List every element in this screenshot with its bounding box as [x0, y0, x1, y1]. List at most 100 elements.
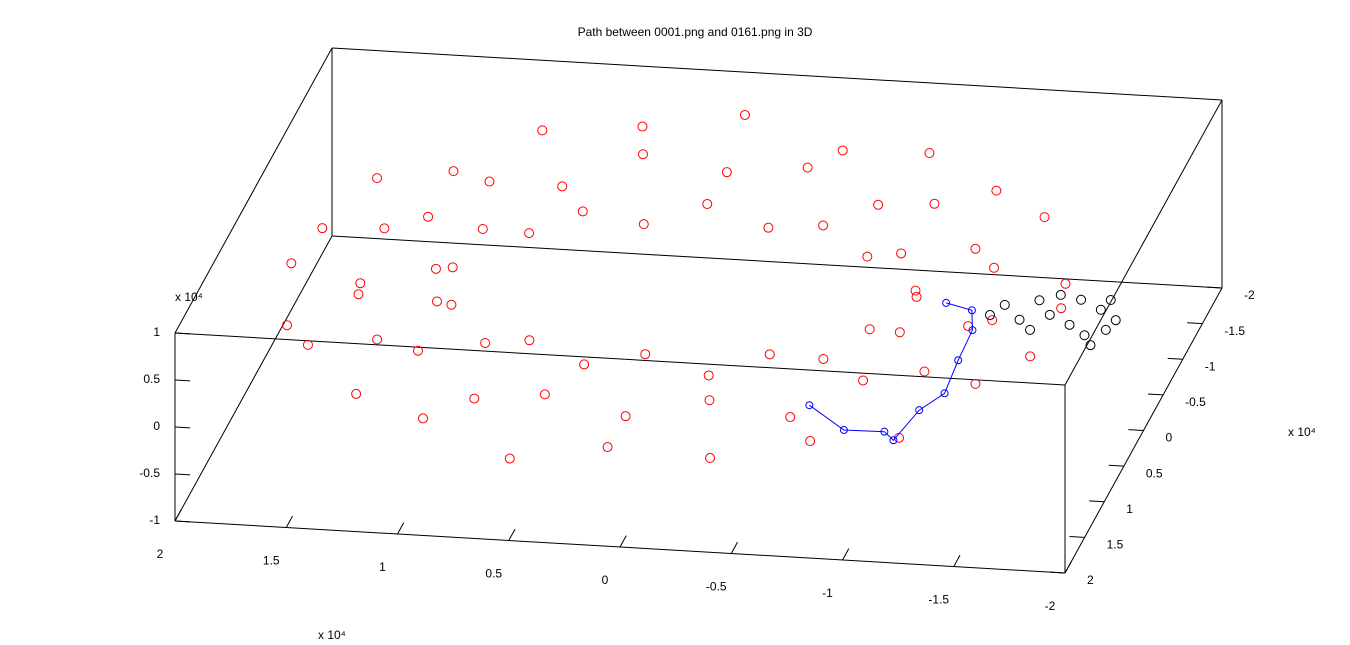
path-point — [805, 401, 814, 410]
data-point — [372, 173, 383, 184]
data-point — [862, 251, 873, 262]
y-tick-label: 0 — [1166, 431, 1173, 445]
path-point — [880, 427, 889, 436]
data-point — [785, 412, 796, 423]
x-scale-label: x 10⁴ — [318, 628, 346, 642]
data-point — [423, 211, 434, 222]
x-tick-label: 1 — [379, 560, 386, 574]
data-point — [372, 334, 383, 345]
x-tick — [842, 548, 850, 561]
data-point — [1095, 304, 1106, 315]
data-point — [1105, 295, 1116, 306]
data-point — [638, 219, 649, 230]
data-point — [477, 224, 488, 234]
y-tick-label: -1.5 — [1224, 324, 1245, 338]
data-point — [911, 291, 922, 302]
y-tick — [1049, 571, 1066, 574]
x-tick-label: -1.5 — [928, 593, 949, 607]
z-tick-label: 1 — [153, 325, 160, 339]
data-point — [539, 389, 550, 400]
data-point — [446, 299, 457, 310]
data-point — [480, 337, 491, 348]
z-tick-label: 0.5 — [143, 372, 160, 386]
data-point — [355, 278, 366, 289]
data-point — [1076, 294, 1087, 305]
x-tick — [953, 554, 961, 567]
data-point — [1060, 278, 1071, 289]
box-edge — [1064, 99, 1223, 386]
z-scale-label: x 10⁴ — [175, 290, 203, 304]
path-point — [954, 356, 963, 365]
path-line — [809, 302, 973, 442]
data-point — [864, 324, 875, 335]
data-point — [818, 353, 829, 364]
y-tick — [1089, 500, 1105, 503]
x-tick-label: 0 — [602, 573, 609, 587]
data-point — [351, 388, 362, 399]
data-point — [1055, 289, 1066, 300]
data-point — [873, 199, 884, 210]
y-tick-label: 2 — [1087, 573, 1094, 587]
y-tick — [1206, 286, 1223, 289]
data-point — [1079, 330, 1090, 341]
data-point — [763, 222, 774, 233]
data-point — [910, 285, 921, 296]
data-point — [987, 315, 998, 326]
data-point — [703, 370, 714, 381]
data-point — [1025, 324, 1036, 335]
y-tick — [1128, 429, 1144, 431]
data-point — [430, 263, 441, 274]
data-point — [317, 223, 328, 234]
data-point — [970, 243, 981, 254]
data-point — [739, 109, 750, 120]
data-point — [1039, 212, 1050, 223]
x-tick — [397, 522, 405, 535]
y-tick-label: -1 — [1205, 359, 1216, 373]
data-point — [557, 181, 568, 192]
y-tick-label: -0.5 — [1185, 395, 1206, 409]
data-point — [837, 145, 848, 156]
y-tick — [1108, 464, 1124, 467]
data-point — [637, 149, 648, 160]
data-point — [524, 335, 535, 346]
data-point — [448, 166, 459, 177]
data-point — [504, 453, 515, 464]
box-edge — [331, 47, 1223, 101]
box-edge — [174, 47, 333, 334]
data-point — [702, 199, 713, 210]
y-tick — [1147, 393, 1164, 396]
x-tick — [174, 509, 182, 522]
data-point — [620, 411, 631, 422]
z-tick-label: 0 — [153, 419, 160, 433]
box-edge — [174, 235, 333, 522]
y-tick-label: 1.5 — [1107, 538, 1124, 552]
data-point — [418, 413, 429, 424]
data-point — [637, 121, 648, 132]
data-point — [705, 453, 716, 464]
data-point — [970, 378, 981, 389]
data-point — [818, 220, 829, 231]
x-tick — [508, 528, 516, 541]
data-point — [469, 393, 480, 404]
x-tick — [619, 535, 627, 548]
y-tick-label: 0.5 — [1146, 466, 1163, 480]
data-point — [579, 359, 590, 370]
box-edge — [174, 332, 1066, 386]
x-tick-label: -2 — [1045, 599, 1056, 613]
data-point — [1056, 303, 1067, 314]
data-point — [353, 289, 364, 300]
y-scale-label: x 10⁴ — [1288, 425, 1316, 439]
data-point — [602, 442, 613, 453]
box-edge — [331, 235, 1223, 289]
data-point — [1034, 295, 1045, 306]
data-point — [1064, 319, 1075, 330]
y-tick — [1187, 322, 1203, 325]
path-point — [967, 306, 976, 315]
data-point — [432, 296, 442, 307]
z-tick-label: -1 — [149, 513, 160, 527]
z-tick — [174, 426, 191, 429]
data-point — [896, 248, 907, 259]
